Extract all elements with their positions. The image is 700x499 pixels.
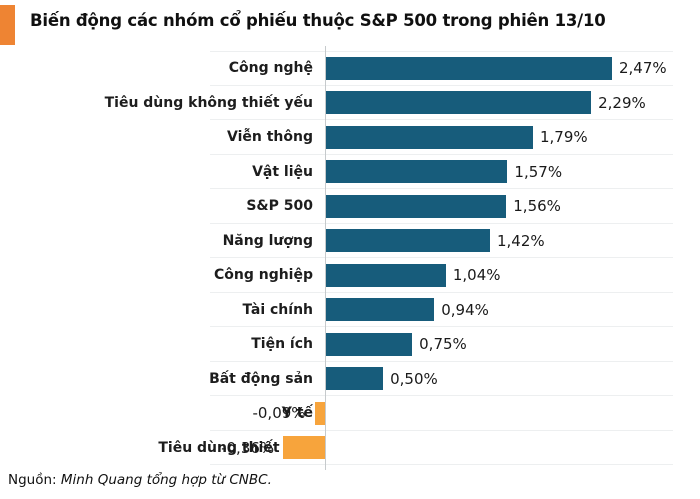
chart-row: Công nghệ 2,47% [0,51,700,86]
category-label: Tiêu dùng thiết yếu [158,439,313,456]
value-label: 1,57% [514,162,563,181]
category-label: S&P 500 [246,198,313,214]
category-label: Công nghiệp [213,267,313,283]
bar [325,229,490,252]
bar [325,263,446,287]
value-label: 0,50% [390,369,438,388]
value-label: 1,79% [539,128,588,146]
source-note: Nguồn: Minh Quang tổng hợp từ CNBC. [8,472,272,488]
chart-row: Viễn thông 1,79% [0,120,700,155]
value-label: 1,56% [513,197,561,215]
chart-title: Biến động các nhóm cổ phiếu thuộc S&P 50… [30,11,606,30]
chart-row: Bất động sản 0,50% [0,362,700,397]
bar [283,436,325,459]
bar [325,298,435,321]
bar [325,125,533,149]
chart-row: S&P 500 1,56% [0,189,700,224]
chart-row: Công nghiệp 1,04% [0,258,700,293]
category-label: Viễn thông [227,129,313,145]
bar [325,194,507,218]
title-accent-square [0,5,15,45]
value-label: 0,75% [419,335,467,353]
chart-header: Biến động các nhóm cổ phiếu thuộc S&P 50… [0,0,700,51]
chart-row: Vật liệu 1,57% [0,155,700,190]
zero-axis-line [325,46,326,470]
category-label: Tiêu dùng không thiết yếu [104,94,313,111]
bar [314,401,325,425]
category-label: Y tế [281,405,313,421]
chart-row: Năng lượng 1,42% [0,224,700,259]
category-label: Công nghệ [228,60,313,76]
category-label: Tiện ích [251,336,313,352]
source-prefix: Nguồn: [8,472,61,488]
source-text: Minh Quang tổng hợp từ CNBC. [60,472,272,488]
category-label: Năng lượng [222,232,313,249]
value-label: 2,29% [598,93,646,112]
value-label: -0,09% [252,404,306,422]
value-label: 0,94% [441,300,489,319]
bar [325,367,384,390]
chart-row: Tiêu dùng không thiết yếu 2,29% [0,86,700,121]
chart-row: Tiêu dùng thiết yếu -0,36% [0,431,700,466]
value-label: 1,04% [452,266,501,284]
category-label: Tài chính [242,301,313,318]
chart-row: Y tế -0,09% [0,396,700,431]
category-label: Bất động sản [209,370,313,387]
value-label: 2,47% [619,59,667,77]
bar [325,56,612,80]
value-label: -0,36% [221,438,275,457]
value-label: 1,42% [497,231,545,250]
bar [325,332,413,356]
chart-row: Tài chính 0,94% [0,293,700,328]
bar-chart: Công nghệ 2,47% Tiêu dùng không thiết yế… [0,46,700,470]
bar [325,160,508,183]
bar [325,91,592,114]
chart-row: Tiện ích 0,75% [0,327,700,362]
category-label: Vật liệu [252,163,313,180]
